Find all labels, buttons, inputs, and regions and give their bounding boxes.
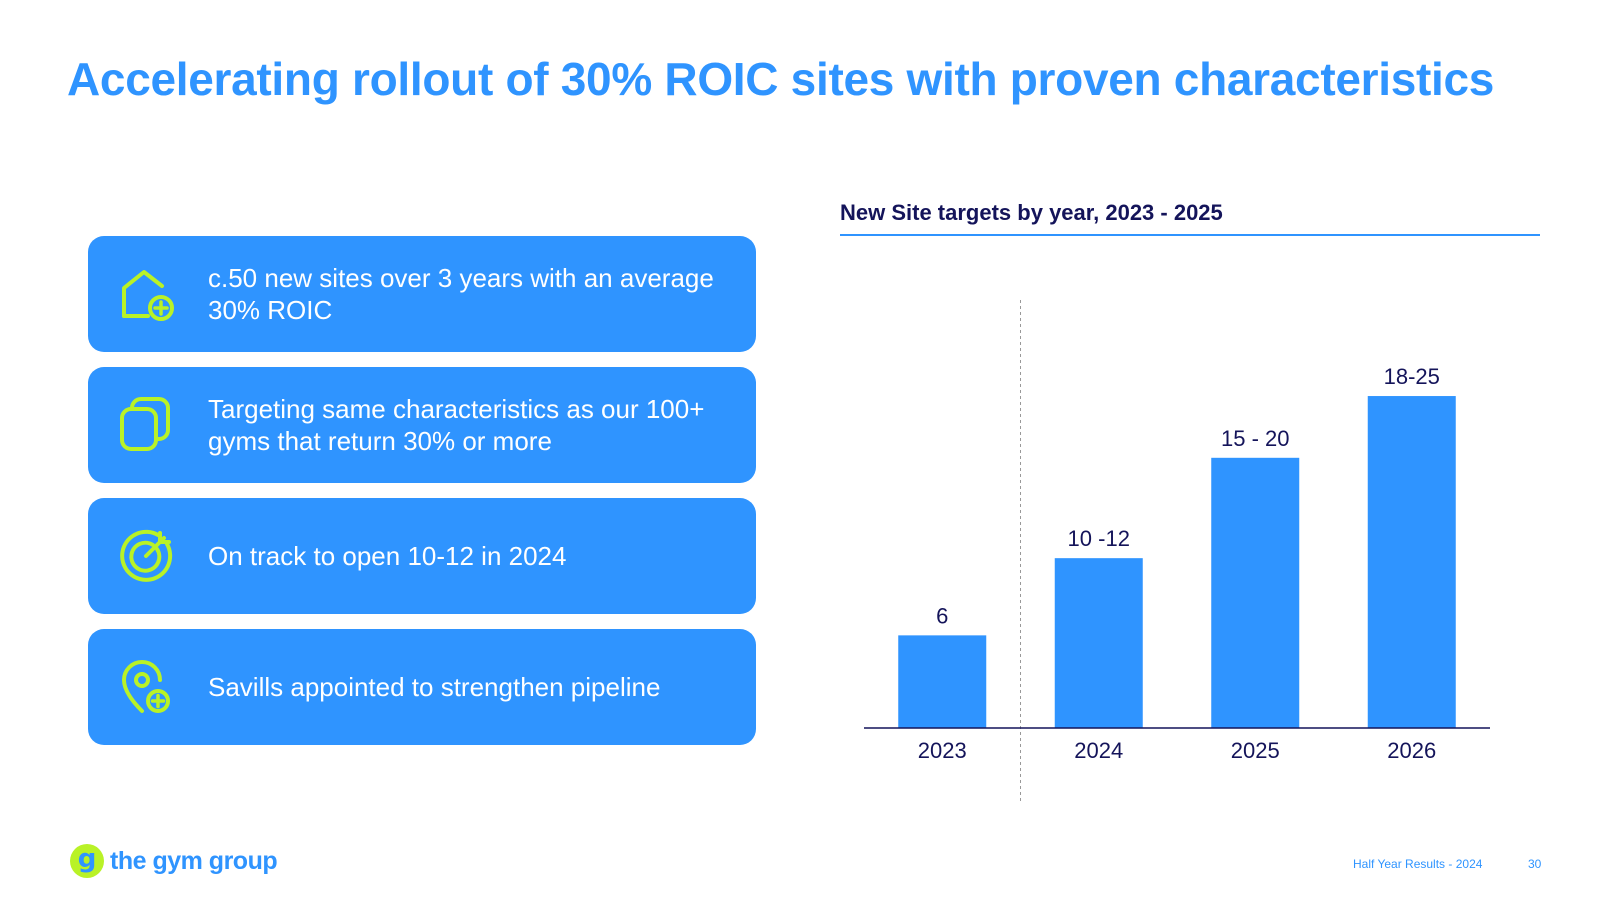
target-icon xyxy=(120,529,173,582)
card-text: c.50 new sites over 3 years with an aver… xyxy=(208,263,714,325)
bar-2024 xyxy=(1054,558,1143,728)
data-label-2025: 15 - 20 xyxy=(1221,426,1290,451)
data-label-2023: 6 xyxy=(936,603,948,628)
logo-mark-icon: g xyxy=(70,844,104,878)
company-logo: g the gym group xyxy=(70,844,278,878)
card-on-track: On track to open 10-12 in 2024 xyxy=(88,498,756,614)
data-label-2024: 10 -12 xyxy=(1068,526,1130,551)
card-savills: Savills appointed to strengthen pipeline xyxy=(88,629,756,745)
data-label-2026: 18-25 xyxy=(1384,364,1440,389)
card-new-sites: c.50 new sites over 3 years with an aver… xyxy=(88,236,756,352)
bar-chart: 6 2023 10 -12 2024 15 - 20 2025 18-25 2026 xyxy=(864,300,1490,802)
chart-title-rule xyxy=(840,234,1540,236)
x-tick-label-2024: 2024 xyxy=(1074,738,1123,763)
x-tick-label-2026: 2026 xyxy=(1387,738,1436,763)
bar-2023 xyxy=(898,635,987,728)
page-number: 30 xyxy=(1528,857,1542,871)
page-title: Accelerating rollout of 30% ROIC sites w… xyxy=(67,53,1495,105)
x-tick-label-2023: 2023 xyxy=(918,738,967,763)
bar-2025 xyxy=(1211,457,1300,728)
report-label: Half Year Results - 2024 xyxy=(1353,857,1483,871)
card-characteristics: Targeting same characteristics as our 10… xyxy=(88,367,756,483)
bar-2026 xyxy=(1367,396,1456,728)
card-text: Savills appointed to strengthen pipeline xyxy=(208,672,661,702)
house-plus-icon xyxy=(122,270,174,321)
logo-text: the gym group xyxy=(110,846,278,875)
stacked-squares-icon xyxy=(120,397,170,451)
card-text: Targeting same characteristics as our 10… xyxy=(208,394,705,456)
card-text: On track to open 10-12 in 2024 xyxy=(208,541,567,571)
location-pin-plus-icon xyxy=(121,660,170,713)
chart-title: New Site targets by year, 2023 - 2025 xyxy=(840,200,1223,225)
x-tick-label-2025: 2025 xyxy=(1231,738,1280,763)
